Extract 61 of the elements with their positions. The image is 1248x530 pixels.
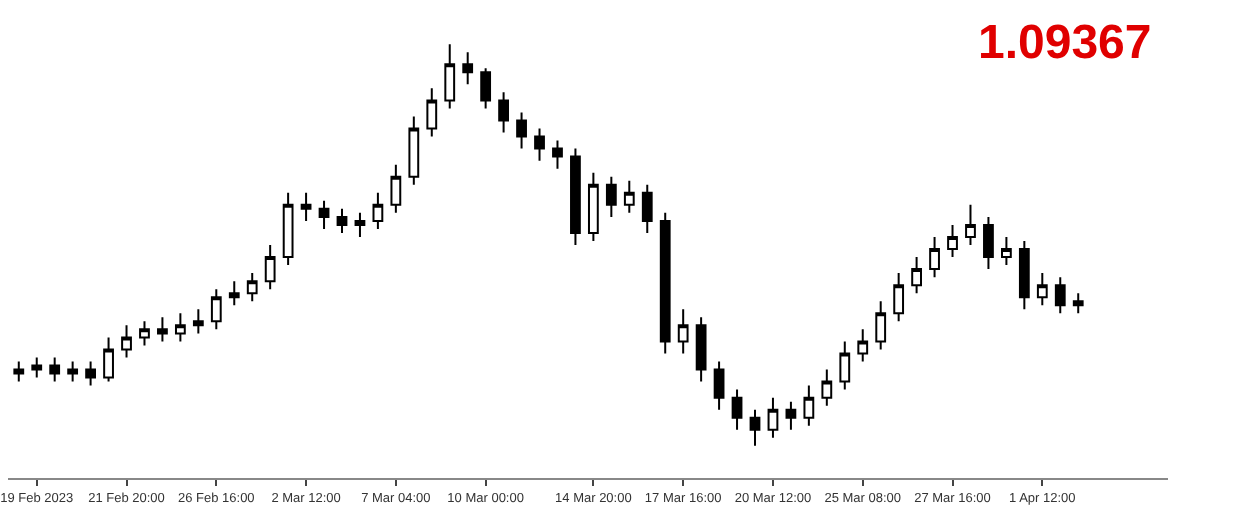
candlestick (390, 163, 402, 214)
candlestick (857, 328, 869, 363)
candlestick (103, 336, 114, 383)
candlestick (49, 356, 61, 383)
candlestick (462, 51, 474, 86)
candlestick (875, 300, 887, 351)
candlestick (157, 316, 168, 343)
candlestick (821, 368, 833, 407)
candlestick (264, 244, 276, 291)
candlestick (246, 272, 258, 303)
candlestick (929, 235, 940, 279)
candlestick (121, 324, 132, 359)
candlestick (192, 308, 204, 335)
candlestick (731, 388, 743, 431)
candlestick (1018, 239, 1030, 311)
candlestick (336, 207, 348, 234)
candlestick (1036, 272, 1048, 307)
candlestick (408, 115, 420, 186)
candlestick (587, 171, 599, 242)
candlestick (444, 43, 456, 110)
candlestick (785, 400, 797, 431)
candlestick (282, 191, 294, 267)
candlestick (139, 320, 150, 347)
candlestick (516, 111, 527, 150)
candlestick (659, 211, 671, 355)
candlestick (983, 215, 994, 271)
candlestick (965, 203, 976, 246)
candlestick (1001, 235, 1012, 267)
candlestick (13, 360, 25, 383)
candlestick (1072, 292, 1084, 315)
candlestick (749, 408, 761, 447)
candlestick (713, 360, 725, 411)
candlestick (695, 316, 707, 383)
candlestick (803, 384, 815, 427)
candlestick (174, 312, 186, 343)
candlestick (767, 396, 779, 439)
candlestick (372, 191, 384, 230)
candlestick (947, 223, 958, 259)
candlestick (228, 280, 240, 307)
candlestick (623, 179, 635, 214)
candlestick (498, 91, 509, 134)
candlestick (677, 308, 689, 355)
annotation: 1.09367 (978, 16, 1152, 70)
candlestick (31, 356, 43, 379)
candlestick (354, 211, 366, 238)
candlestick (911, 256, 922, 295)
candlestick (1054, 276, 1066, 315)
candlestick (605, 175, 617, 218)
candlestick (570, 147, 581, 246)
candlestick (67, 360, 79, 383)
candlestick (210, 288, 222, 331)
candlestick (534, 127, 545, 162)
candlestick (552, 139, 563, 170)
candlestick (480, 67, 492, 110)
candlestick (318, 199, 330, 230)
candlestick (893, 272, 905, 323)
candlestick (300, 191, 312, 222)
candlestick (641, 183, 653, 234)
candlestick (426, 87, 438, 138)
candlestick (839, 340, 851, 391)
candlestick (85, 360, 96, 387)
